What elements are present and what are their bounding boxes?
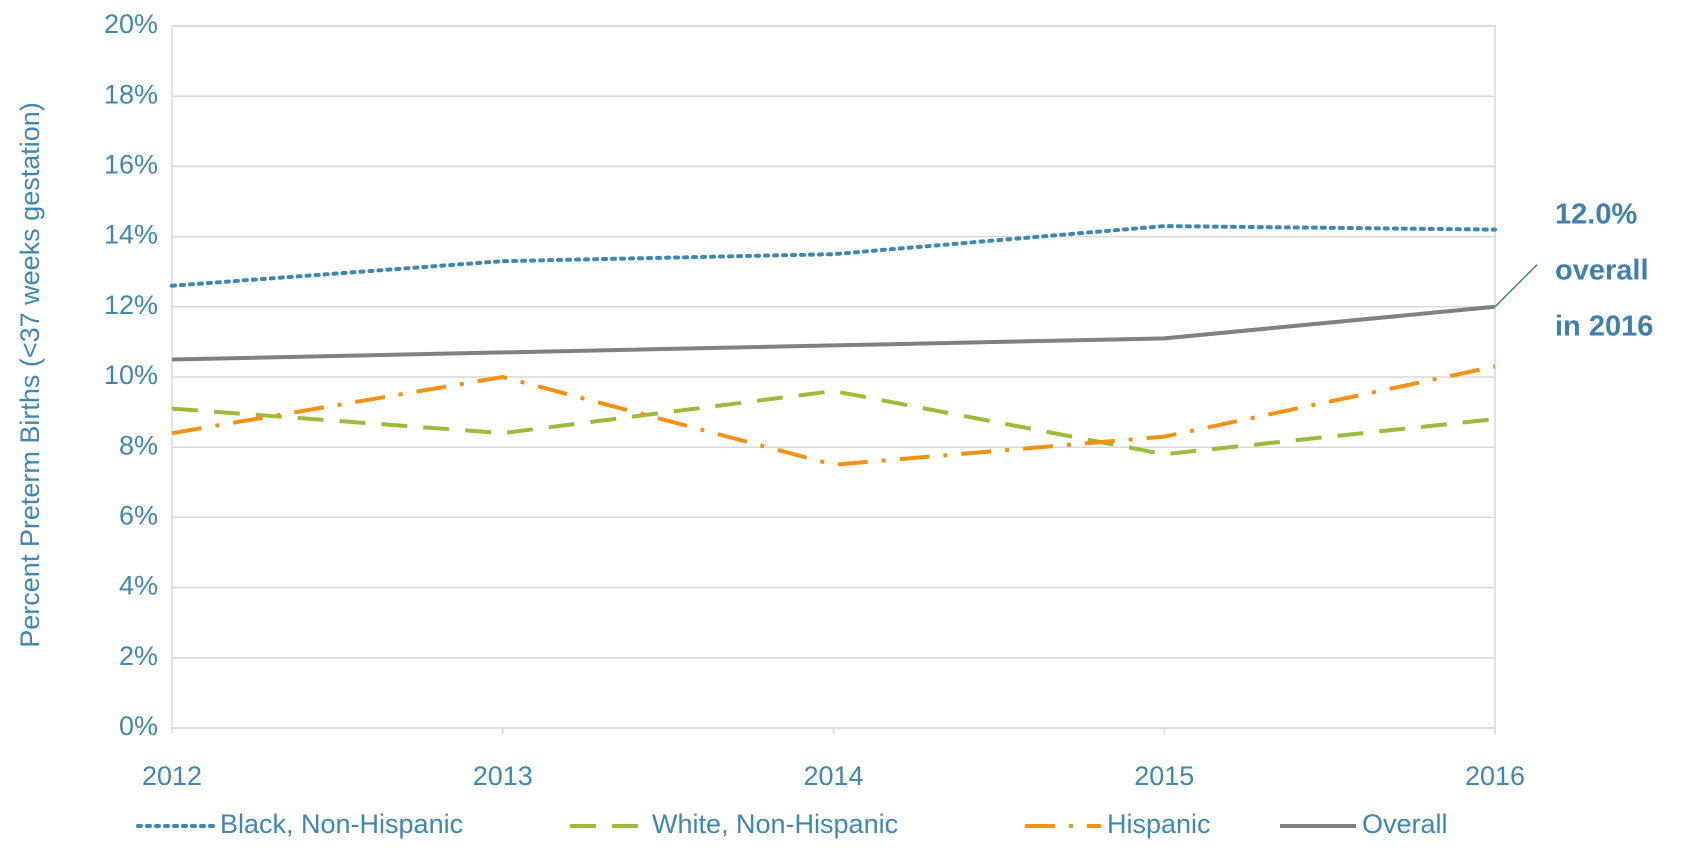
y-tick-label: 16% <box>104 150 158 180</box>
y-tick-label: 4% <box>119 571 158 601</box>
x-tick-label: 2016 <box>1465 761 1525 791</box>
series-line <box>171 304 1496 362</box>
x-tick-label: 2012 <box>142 761 202 791</box>
x-tick-label: 2015 <box>1134 761 1194 791</box>
y-tick-label: 8% <box>119 430 158 460</box>
legend-entry: Hispanic <box>1025 809 1211 839</box>
legend-entry: White, Non-Hispanic <box>570 809 898 839</box>
legend-entry: Overall <box>1280 809 1448 839</box>
y-tick-label: 10% <box>104 360 158 390</box>
y-tick-label: 20% <box>104 9 158 39</box>
series-line <box>171 389 1496 457</box>
y-tick-label: 6% <box>119 501 158 531</box>
y-tick-label: 14% <box>104 220 158 250</box>
series-line <box>171 364 1496 467</box>
y-tick-label: 12% <box>104 290 158 320</box>
series-line <box>170 224 1497 288</box>
annotation-leader <box>1494 264 1538 308</box>
x-tick-label: 2014 <box>803 761 863 791</box>
legend-label: Hispanic <box>1107 809 1211 839</box>
annotation-text: 12.0% <box>1555 199 1637 231</box>
annotation-text: overall <box>1555 255 1649 287</box>
y-tick-label: 18% <box>104 79 158 109</box>
x-tick-label: 2013 <box>473 761 533 791</box>
legend-label: Overall <box>1362 809 1448 839</box>
y-axis-label: Percent Preterm Births (<37 weeks gestat… <box>15 102 45 647</box>
legend-entry: Black, Non-Hispanic <box>136 809 463 839</box>
legend-label: Black, Non-Hispanic <box>220 809 463 839</box>
legend-label: White, Non-Hispanic <box>652 809 898 839</box>
annotation-text: in 2016 <box>1555 311 1653 343</box>
y-tick-label: 2% <box>119 641 158 671</box>
y-tick-label: 0% <box>119 711 158 741</box>
